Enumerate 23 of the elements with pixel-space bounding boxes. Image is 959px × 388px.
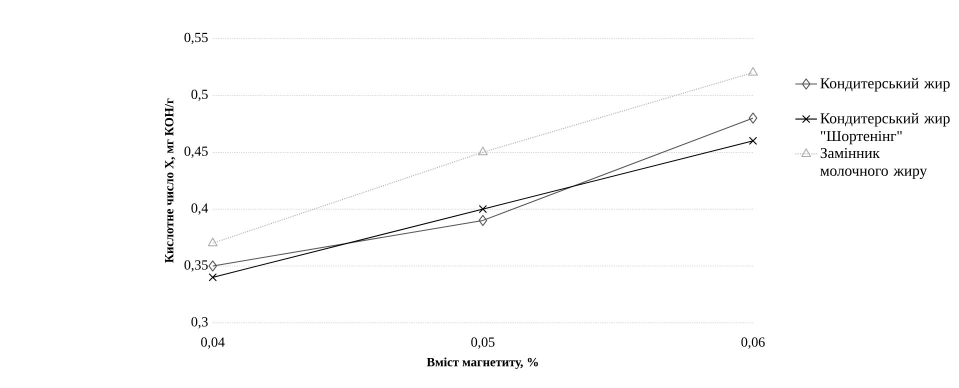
point <box>748 112 758 124</box>
point <box>208 260 218 272</box>
point <box>478 205 487 214</box>
y-tick-label: 0,4 <box>191 204 208 215</box>
y-tick-label: 0,55 <box>184 32 208 44</box>
y-tick-label: 0,45 <box>184 146 208 158</box>
point <box>478 146 488 156</box>
y-tick-label: 0,3 <box>191 317 208 329</box>
legend-label: Замінник молочного жиру <box>820 148 928 180</box>
x-tick-label: 0,06 <box>741 338 765 349</box>
point <box>208 238 218 246</box>
point <box>478 215 488 226</box>
legend-label: Кондитерський жир "Шортенінг" <box>820 113 950 144</box>
x-tick-label: 0,05 <box>471 338 494 349</box>
point <box>208 273 217 282</box>
point <box>748 136 758 146</box>
legend-label: Кондитерський жир <box>820 78 950 92</box>
y-tick-label: 0,35 <box>184 260 208 272</box>
point <box>748 67 758 76</box>
y-axis-title: Кислотне число Х, мг КОН/г <box>164 98 176 264</box>
x-tick-label: 0,04 <box>201 338 225 349</box>
y-tick-label: 0,5 <box>191 90 208 102</box>
x-axis-title: Вміст магнетиту, % <box>426 358 538 370</box>
